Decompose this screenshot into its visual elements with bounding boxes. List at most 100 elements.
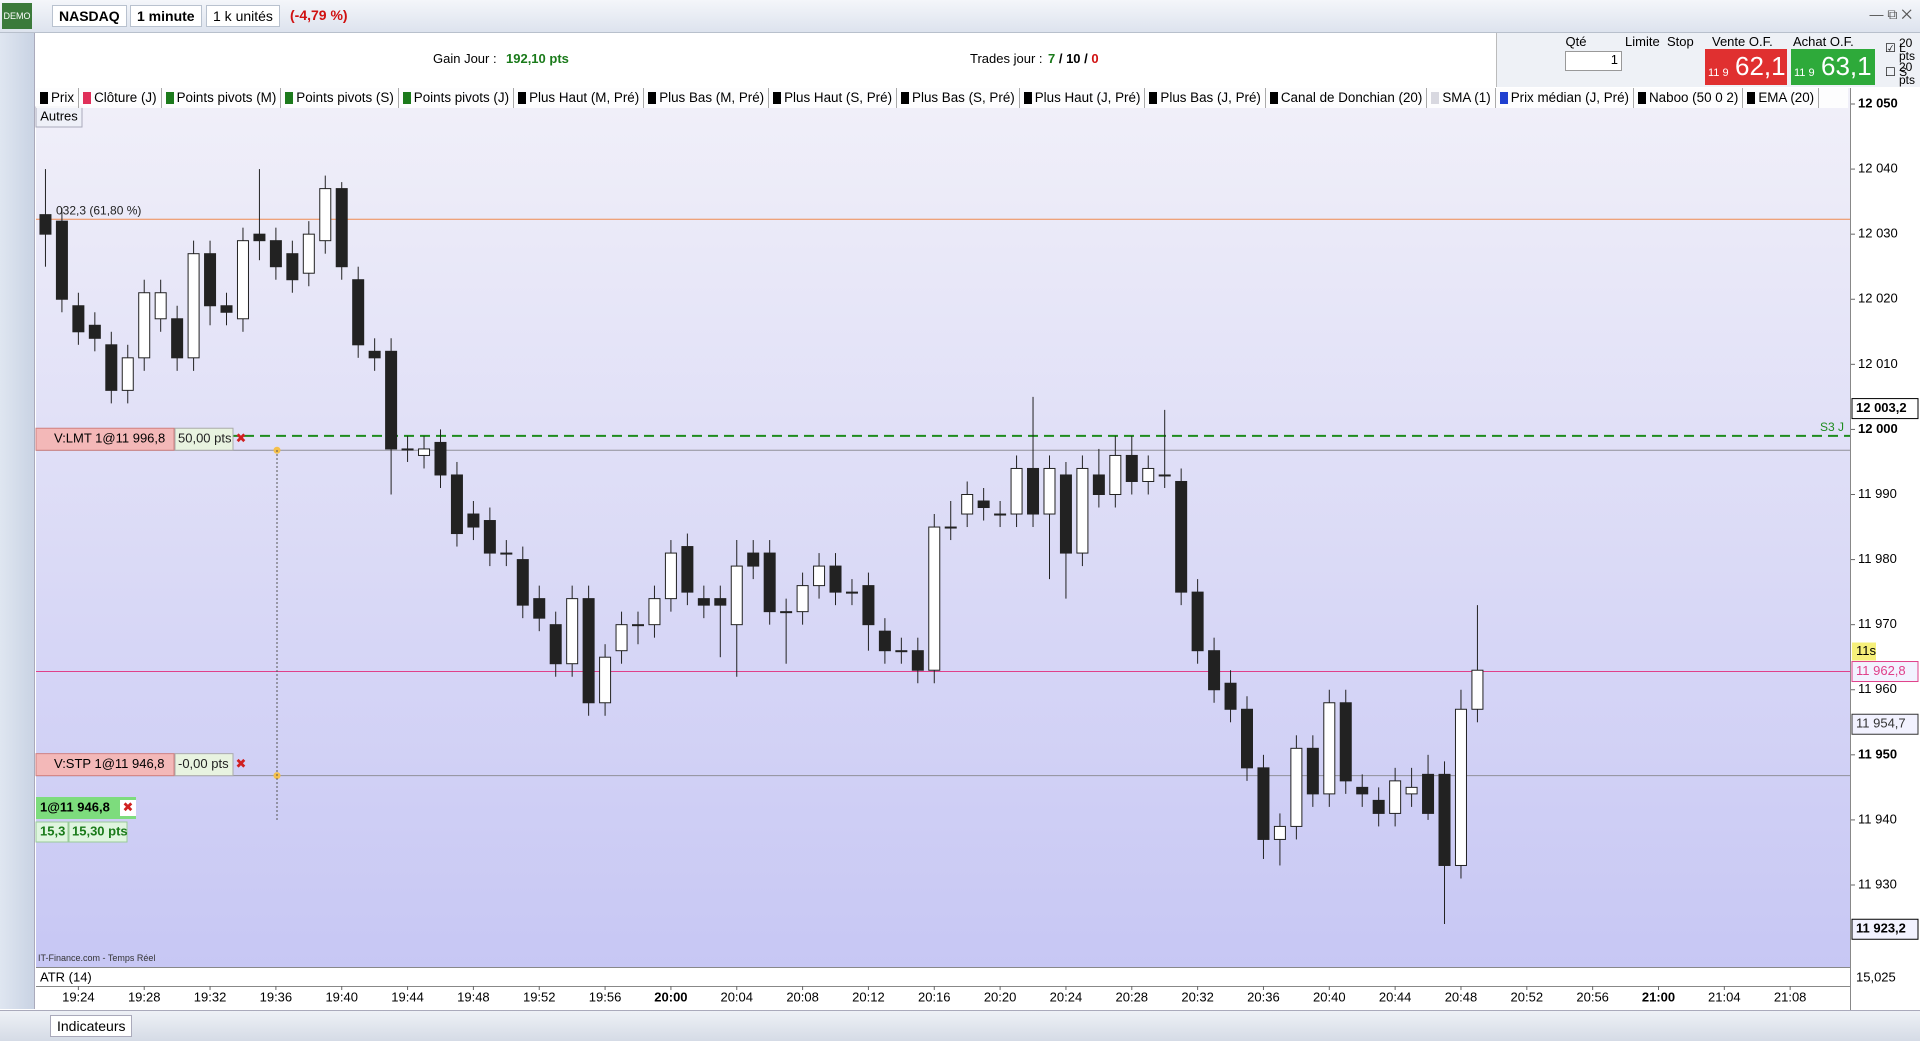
legend-item[interactable]: Naboo (50 0 2) xyxy=(1634,88,1744,108)
legend-swatch xyxy=(83,92,92,104)
candle-body xyxy=(385,350,398,450)
units[interactable]: 1 k unités xyxy=(206,5,280,27)
legend-item[interactable]: Plus Bas (M, Pré) xyxy=(644,88,770,108)
order-box xyxy=(35,427,175,451)
trades-values: 7 / 10 / 0 xyxy=(1048,51,1099,66)
qty-input[interactable]: 1 xyxy=(1565,51,1622,71)
period[interactable]: 1 minute xyxy=(130,5,202,27)
trades-won: 7 xyxy=(1048,51,1056,66)
buy-button[interactable]: 11 9 63,1 xyxy=(1791,49,1875,85)
legend-item[interactable]: SMA (1) xyxy=(1427,88,1496,108)
legend-item[interactable]: Plus Haut (S, Pré) xyxy=(769,88,898,108)
x-tick-label: 19:40 xyxy=(325,989,358,1004)
level-label: 032,3 (61,80 %) xyxy=(56,203,141,217)
legend-label: Plus Bas (M, Pré) xyxy=(659,90,765,105)
legend-swatch xyxy=(648,92,657,104)
candle-body xyxy=(1454,708,1467,866)
legend-item[interactable]: Points pivots (J) xyxy=(399,88,515,108)
candle-body xyxy=(187,253,200,359)
trades-total: 10 xyxy=(1066,51,1081,66)
legend-item[interactable]: Plus Bas (S, Pré) xyxy=(897,88,1020,108)
legend-label: Plus Haut (S, Pré) xyxy=(784,90,893,105)
candle-body xyxy=(1389,780,1402,814)
indicators-button[interactable]: Indicateurs xyxy=(50,1015,133,1037)
order-cancel[interactable]: ✖ xyxy=(236,756,247,771)
order-panel: Qté 1 Limite Stop 11 9 62,1 Vente O.F. 11… xyxy=(1496,33,1920,87)
x-tick-label: 20:52 xyxy=(1511,989,1544,1004)
x-tick-label: 20:04 xyxy=(720,989,753,1004)
candle-body xyxy=(55,220,68,300)
legend-item[interactable]: Points pivots (M) xyxy=(162,88,282,108)
candle-body xyxy=(1010,467,1023,515)
x-tick-label: 20:00 xyxy=(654,989,687,1004)
candle-body xyxy=(352,279,365,346)
legend-swatch xyxy=(1499,92,1508,104)
candle-body xyxy=(664,552,677,600)
legend-item[interactable]: Prix médian (J, Pré) xyxy=(1496,88,1634,108)
stop-label: Stop xyxy=(1667,34,1694,49)
order-label: V:STP 1@11 946,8 xyxy=(54,756,165,771)
order-pts: 50,00 pts xyxy=(178,431,232,446)
window-controls[interactable]: — ⧉ ✕ xyxy=(1869,6,1912,22)
sell-price: 62,1 xyxy=(1735,51,1786,81)
x-tick-label: 20:56 xyxy=(1576,989,1609,1004)
countdown-box xyxy=(1852,642,1876,661)
close-position[interactable] xyxy=(120,800,136,816)
price-axis xyxy=(1851,88,1920,1010)
candle-body xyxy=(681,546,694,593)
long-pts-val: 20 xyxy=(1899,36,1913,50)
legend-item[interactable]: Prix xyxy=(36,88,80,108)
legend-item[interactable]: Canal de Donchian (20) xyxy=(1266,88,1428,108)
change: (-4,79 %) xyxy=(290,7,348,23)
position-box[interactable] xyxy=(36,797,136,819)
others-label[interactable]: Autres xyxy=(40,108,78,123)
candle-body xyxy=(1241,708,1253,769)
candle-body xyxy=(780,611,793,614)
candle-body xyxy=(500,552,513,555)
candle-body xyxy=(1372,799,1385,814)
candle-body xyxy=(1109,454,1122,495)
y-tick-label: 11 950 xyxy=(1858,746,1897,761)
x-tick-label: 19:24 xyxy=(62,989,95,1004)
candle-body xyxy=(632,624,644,627)
order-cancel[interactable]: ✖ xyxy=(236,431,247,446)
legend-item[interactable]: EMA (20) xyxy=(1743,88,1820,108)
x-tick-label: 21:04 xyxy=(1708,989,1741,1004)
candle-body xyxy=(895,650,908,653)
candle-body xyxy=(434,441,447,476)
candle-body xyxy=(138,292,151,359)
pts-unit: pts xyxy=(1899,49,1916,63)
sell-button[interactable]: 11 9 62,1 xyxy=(1705,49,1787,85)
candle-body xyxy=(236,240,249,320)
candle-body xyxy=(648,598,661,626)
candle-body xyxy=(763,552,776,613)
short-pts-val: 20 xyxy=(1899,60,1913,74)
sell-label: Vente O.F. xyxy=(1712,34,1773,49)
legend-item[interactable]: Plus Haut (J, Pré) xyxy=(1020,88,1146,108)
candle-body xyxy=(747,552,760,567)
candle-body xyxy=(730,565,743,626)
x-tick-label: 20:28 xyxy=(1116,989,1149,1004)
legend-item[interactable]: Plus Haut (M, Pré) xyxy=(514,88,645,108)
short-pts: 20 pts xyxy=(1899,61,1915,87)
candle-body xyxy=(516,559,529,606)
candle-body xyxy=(1027,467,1040,515)
y-tick-label: 12 050 xyxy=(1858,95,1898,110)
trades-lost: 0 xyxy=(1091,51,1099,66)
legend-item[interactable]: Clôture (J) xyxy=(79,88,162,108)
instrument[interactable]: NASDAQ xyxy=(52,5,127,27)
qty-label: Qté xyxy=(1565,34,1587,49)
legend-label: Points pivots (M) xyxy=(176,90,277,105)
atr-panel xyxy=(36,968,1850,986)
y-tick-label: 12 030 xyxy=(1858,226,1898,241)
candle-body xyxy=(1273,825,1286,840)
x-tick-label: 21:08 xyxy=(1774,989,1807,1004)
price-tag xyxy=(1851,713,1919,735)
candle-body xyxy=(599,656,612,704)
position-box-a xyxy=(35,821,69,843)
legend-item[interactable]: Plus Bas (J, Pré) xyxy=(1145,88,1266,108)
legend-item[interactable]: Points pivots (S) xyxy=(281,88,399,108)
candle-body xyxy=(796,585,809,613)
close-icon[interactable]: ✖ xyxy=(123,799,134,814)
